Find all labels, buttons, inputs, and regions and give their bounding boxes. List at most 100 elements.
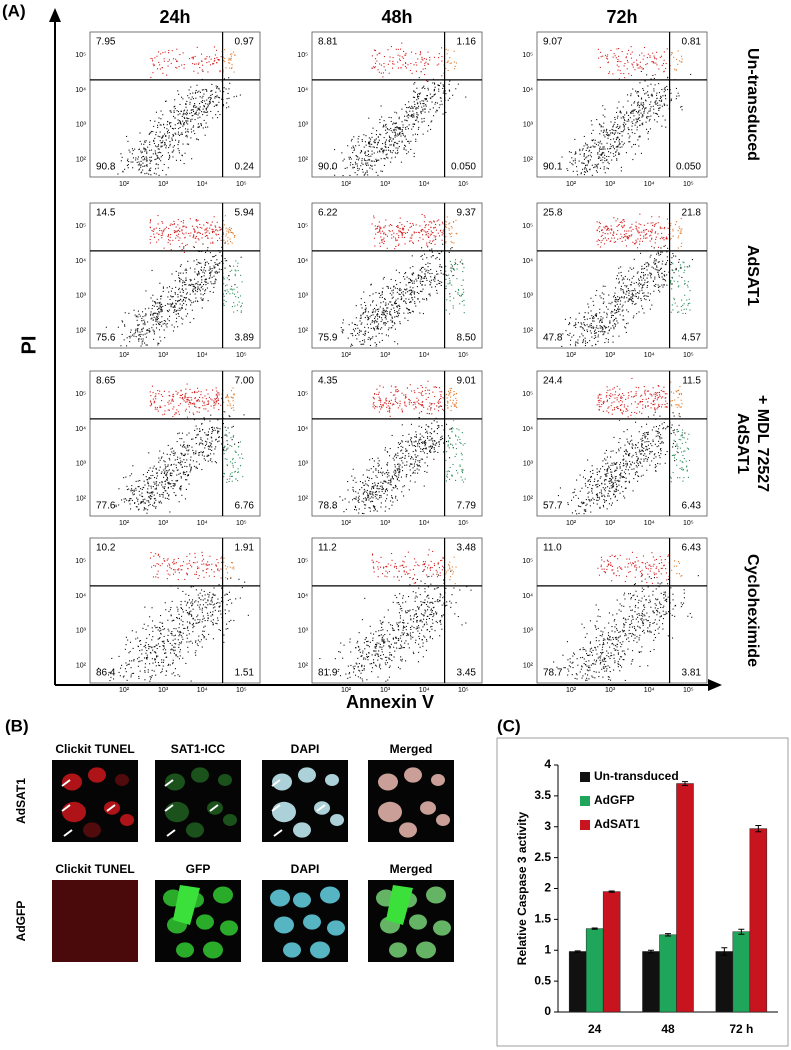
flow-dot — [416, 286, 418, 288]
flow-dot — [218, 268, 220, 270]
flow-dot — [650, 254, 652, 256]
flow-y-tick: 10⁴ — [75, 258, 86, 265]
flow-dot — [223, 105, 225, 107]
flow-dot — [181, 466, 183, 468]
flow-dot — [195, 91, 197, 93]
flow-dot — [237, 270, 239, 272]
flow-dot — [167, 310, 169, 312]
flow-dot — [381, 311, 383, 313]
flow-dot — [668, 271, 670, 273]
flow-dot — [681, 267, 683, 269]
flow-dot — [622, 106, 624, 108]
flow-dot — [198, 239, 200, 241]
flow-dot — [445, 48, 447, 50]
flow-dot — [407, 140, 409, 142]
flow-dot — [142, 474, 144, 476]
flow-dot — [161, 484, 163, 486]
flow-dot — [386, 285, 388, 287]
flow-dot — [230, 53, 232, 55]
flow-dot — [678, 275, 680, 277]
flow-dot — [230, 231, 232, 233]
flow-dot — [219, 70, 221, 72]
flow-dot — [606, 159, 608, 161]
flow-dot — [589, 317, 591, 319]
flow-dot — [385, 144, 387, 146]
flow-dot — [632, 295, 634, 297]
flow-dot — [185, 103, 187, 105]
flow-dot — [646, 295, 648, 297]
flow-dot — [640, 70, 642, 72]
flow-dot — [187, 260, 189, 262]
flow-dot — [381, 339, 383, 341]
flow-dot — [613, 319, 615, 321]
flow-dot — [205, 88, 207, 90]
flow-dot — [211, 437, 213, 439]
flow-dot — [196, 291, 198, 293]
flow-dot — [654, 276, 656, 278]
flow-dot — [434, 243, 436, 245]
flow-dot — [148, 173, 150, 175]
flow-dot — [350, 345, 352, 347]
panel-label: (A) — [2, 1, 26, 20]
flow-dot — [361, 322, 363, 324]
flow-dot — [413, 292, 415, 294]
flow-dot — [602, 126, 604, 128]
flow-dot — [408, 229, 410, 231]
flow-dot — [143, 148, 145, 150]
flow-dot — [374, 62, 376, 64]
flow-dot — [368, 155, 370, 157]
flow-dot — [185, 244, 187, 246]
flow-dot — [436, 273, 438, 275]
flow-dot — [226, 396, 228, 398]
flow-dot — [434, 236, 436, 238]
flow-dot — [397, 313, 399, 315]
flow-dot — [633, 275, 635, 277]
flow-dot — [653, 77, 655, 79]
flow-dot — [167, 478, 169, 480]
flow-dot — [627, 311, 629, 313]
flow-dot — [659, 226, 661, 228]
flow-dot — [590, 327, 592, 329]
flow-dot — [636, 92, 638, 94]
flow-dot — [367, 338, 369, 340]
flow-dot — [367, 164, 369, 166]
flow-dot — [162, 222, 164, 224]
quadrant-value: 90.0 — [318, 162, 338, 173]
flow-y-tick: 10² — [76, 327, 87, 334]
flow-plot-frame — [311, 202, 483, 349]
flow-dot — [626, 236, 628, 238]
flow-dot — [634, 290, 636, 292]
flow-dot — [177, 392, 179, 394]
flow-dot — [224, 61, 226, 63]
flow-dot — [158, 144, 160, 146]
flow-dot — [153, 229, 155, 231]
flow-dot — [616, 145, 618, 147]
flow-dot — [580, 326, 582, 328]
flow-dot — [663, 103, 665, 105]
flow-dot — [463, 299, 465, 301]
flow-dot — [190, 86, 192, 88]
flow-dot — [334, 149, 336, 151]
flow-dot — [228, 106, 230, 108]
flow-dot — [365, 144, 367, 146]
flow-dot — [634, 132, 636, 134]
flow-dot — [666, 104, 668, 106]
flow-dot — [155, 468, 157, 470]
flow-dot — [352, 167, 354, 169]
flow-dot — [234, 275, 236, 277]
flow-dot — [378, 139, 380, 141]
flow-dot — [643, 229, 645, 231]
flow-dot — [188, 403, 190, 405]
flow-dot — [393, 143, 395, 145]
flow-dot — [146, 157, 148, 159]
flow-dot — [441, 56, 443, 58]
flow-x-tick: 10⁴ — [419, 181, 430, 188]
flow-dot — [407, 151, 409, 153]
flow-y-tick: 10³ — [523, 293, 534, 300]
flow-dot — [406, 120, 408, 122]
flow-dot — [372, 146, 374, 148]
flow-dot — [140, 338, 142, 340]
flow-dot — [177, 456, 179, 458]
flow-dot — [202, 64, 204, 66]
flow-dot — [621, 310, 623, 312]
